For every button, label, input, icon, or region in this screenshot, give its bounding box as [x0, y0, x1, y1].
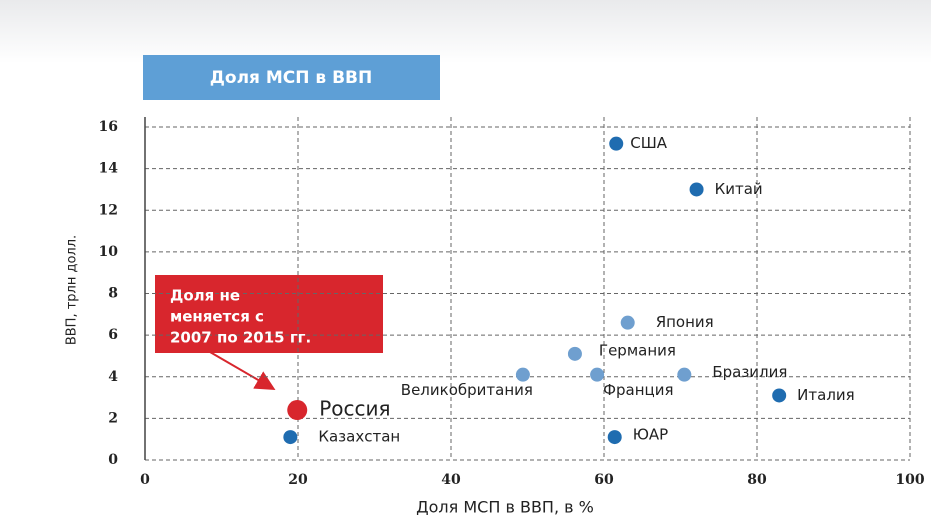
- y-tick-label: 2: [108, 410, 118, 426]
- annotation-text: Доля не: [170, 287, 240, 305]
- point: [772, 388, 787, 403]
- point-label: Япония: [656, 313, 714, 331]
- y-axis-label: ВВП, трлн долл.: [65, 235, 80, 345]
- point-label: Германия: [599, 341, 676, 359]
- x-tick-label: 40: [441, 472, 461, 488]
- y-tick-label: 16: [99, 119, 118, 135]
- x-tick-label: 20: [288, 472, 308, 488]
- point: [283, 430, 298, 445]
- point: [689, 182, 704, 197]
- point-label: Казахстан: [318, 428, 400, 446]
- point-label: ЮАР: [633, 426, 669, 444]
- annotation-arrow: [209, 351, 276, 391]
- x-tick-label: 100: [895, 472, 924, 488]
- y-tick-label: 4: [108, 369, 118, 385]
- point-label: Бразилия: [712, 363, 787, 381]
- annotation-text: 2007 по 2015 гг.: [170, 329, 311, 347]
- x-tick-label: 80: [747, 472, 767, 488]
- title-box: [143, 55, 440, 100]
- point: [567, 346, 582, 361]
- x-axis-label: Доля МСП в ВВП, в %: [416, 498, 594, 517]
- point-label: Великобритания: [401, 381, 533, 399]
- point: [677, 367, 692, 382]
- point: [590, 367, 605, 382]
- y-tick-label: 8: [108, 286, 118, 302]
- y-tick-label: 14: [99, 161, 119, 177]
- y-tick-label: 6: [108, 327, 118, 343]
- y-tick-label: 10: [99, 244, 119, 260]
- point: [607, 430, 622, 445]
- point: [515, 367, 530, 382]
- x-tick-label: 0: [140, 472, 150, 488]
- chart-title: Доля МСП в ВВП: [210, 68, 372, 88]
- point-label: Франция: [603, 381, 673, 399]
- annotation-box: [155, 275, 383, 353]
- point-label: Россия: [319, 397, 390, 421]
- point-label: Италия: [797, 386, 855, 404]
- point: [287, 400, 308, 421]
- annotation-text: меняется с: [170, 308, 264, 326]
- point: [620, 315, 635, 330]
- x-tick-label: 60: [594, 472, 614, 488]
- point-label: Китай: [715, 180, 763, 198]
- y-tick-label: 12: [99, 202, 118, 218]
- point: [609, 136, 624, 151]
- point-label: США: [630, 134, 668, 152]
- y-tick-label: 0: [108, 452, 118, 468]
